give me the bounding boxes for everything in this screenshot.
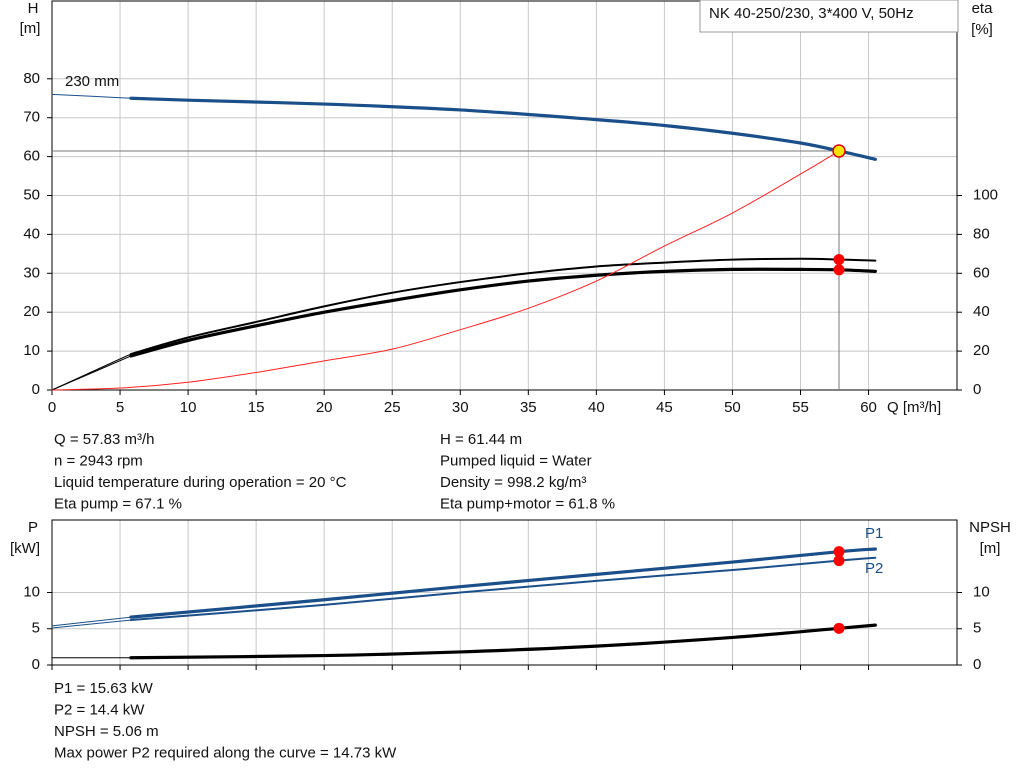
x-tick-label: 0 [48, 399, 56, 416]
y-tick-label: 50 [23, 186, 40, 203]
y-axis-label: P [28, 519, 38, 536]
x-tick-label: 10 [180, 399, 197, 416]
info-text: Eta pump = 67.1 % [54, 495, 182, 512]
x-tick-label: 50 [724, 399, 741, 416]
x-tick-label: 45 [656, 399, 673, 416]
curve [51, 355, 132, 391]
info-text: Liquid temperature during operation = 20… [54, 474, 347, 491]
y-tick-label: 70 [23, 109, 40, 126]
y-tick-label: 60 [23, 148, 40, 165]
y2-tick-label: 40 [973, 303, 990, 320]
y-tick-label: 80 [23, 70, 40, 87]
x-axis-label: Q [m³/h] [887, 399, 941, 416]
curve [129, 547, 877, 619]
y2-tick-label: 0 [973, 381, 981, 398]
y2-tick-label: 0 [973, 656, 981, 673]
y2-tick-label: 10 [973, 583, 990, 600]
y-tick-label: 20 [23, 303, 40, 320]
y2-tick-label: 5 [973, 620, 981, 637]
operating-point [833, 622, 845, 634]
curve [51, 619, 132, 629]
y-tick-label: 5 [32, 620, 40, 637]
curve [129, 96, 877, 161]
y-axis-label: [kW] [10, 540, 40, 557]
y-tick-label: 30 [23, 264, 40, 281]
y-tick-label: 0 [32, 656, 40, 673]
y2-tick-label: 60 [973, 264, 990, 281]
title-box [699, 0, 959, 33]
x-tick-label: 25 [384, 399, 401, 416]
y-axis-label: H [28, 0, 39, 17]
curve [51, 150, 840, 391]
operating-point [833, 555, 845, 567]
y2-axis-label: [m] [980, 540, 1001, 557]
curve [129, 257, 877, 356]
y2-axis-label: [%] [971, 21, 993, 38]
y-tick-label: 40 [23, 225, 40, 242]
info-text: P2 = 14.4 kW [54, 701, 145, 718]
y2-axis-label: eta [972, 0, 994, 17]
y2-axis-label: NPSH [969, 519, 1011, 536]
y-tick-label: 10 [23, 342, 40, 359]
info-text: Q = 57.83 m³/h [54, 431, 154, 448]
curve [51, 93, 132, 99]
operating-point [833, 264, 845, 276]
x-tick-label: 30 [452, 399, 469, 416]
y2-tick-label: 100 [973, 186, 998, 203]
curve [129, 556, 877, 622]
x-tick-label: 40 [588, 399, 605, 416]
x-tick-label: 55 [792, 399, 809, 416]
x-tick-label: 20 [316, 399, 333, 416]
x-tick-label: 15 [248, 399, 265, 416]
operating-point [833, 253, 845, 265]
info-text: NPSH = 5.06 m [54, 723, 159, 740]
info-text: Eta pump+motor = 61.8 % [440, 495, 615, 512]
y-tick-label: 10 [23, 583, 40, 600]
y-tick-label: 0 [32, 381, 40, 398]
x-tick-label: 60 [860, 399, 877, 416]
info-text: Density = 998.2 kg/m³ [440, 474, 586, 491]
y2-tick-label: 80 [973, 225, 990, 242]
info-text: Max power P2 required along the curve = … [54, 744, 397, 761]
x-tick-label: 35 [520, 399, 537, 416]
series-label: 230 mm [65, 73, 119, 90]
operating-point [833, 546, 845, 558]
curve [51, 616, 132, 627]
info-text: H = 61.44 m [440, 431, 522, 448]
y-axis-label: [m] [20, 20, 41, 37]
series-label: P1 [865, 525, 883, 542]
curve [129, 623, 877, 660]
chart-title: NK 40-250/230, 3*400 V, 50Hz [709, 5, 914, 22]
info-text: n = 2943 rpm [54, 452, 143, 469]
x-tick-label: 5 [116, 399, 124, 416]
series-label: P2 [865, 560, 883, 577]
info-text: Pumped liquid = Water [440, 452, 592, 469]
info-text: P1 = 15.63 kW [54, 680, 154, 697]
operating-point [832, 144, 846, 158]
y2-tick-label: 20 [973, 342, 990, 359]
curve [129, 267, 877, 358]
